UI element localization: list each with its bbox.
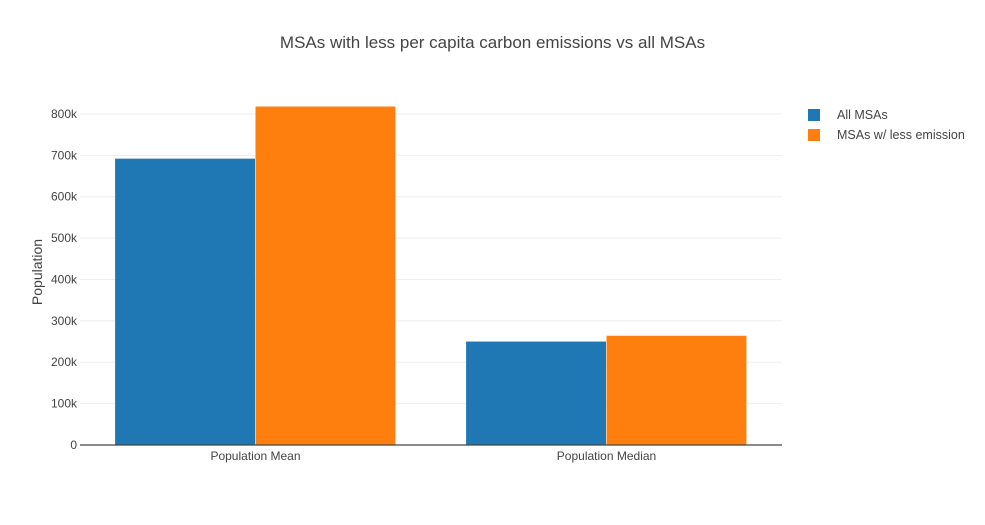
- legend-swatch-less-emission: [808, 129, 820, 141]
- y-tick-label-1: 100k: [51, 397, 78, 411]
- bar-all-msas-mean: [115, 158, 255, 446]
- y-tick-label-2: 200k: [51, 355, 78, 369]
- y-tick-label-8: 800k: [51, 107, 78, 121]
- x-tick-label-1: Population Median: [557, 449, 656, 463]
- y-tick-label-5: 500k: [51, 231, 78, 245]
- bars: [115, 106, 747, 446]
- bar-less-emission-median: [606, 335, 747, 445]
- legend-item-all-msas[interactable]: All MSAs: [808, 105, 965, 125]
- bar-less-emission-mean: [255, 106, 396, 445]
- legend-swatch-all-msas: [808, 109, 820, 121]
- axes: 0 100k 200k 300k 400k 500k 600k 700k 800k Populat…: [51, 107, 782, 463]
- legend-item-less-emission[interactable]: MSAs w/ less emission: [808, 125, 965, 145]
- y-axis-label: Population: [29, 239, 45, 305]
- legend: All MSAs MSAs w/ less emission: [808, 105, 965, 145]
- bar-all-msas-median: [466, 341, 606, 445]
- gridlines: [80, 113, 782, 405]
- y-tick-label-6: 600k: [51, 190, 78, 204]
- y-tick-label-0: 0: [70, 438, 77, 452]
- y-tick-label-3: 300k: [51, 314, 78, 328]
- chart-title: MSAs with less per capita carbon emissio…: [279, 33, 706, 52]
- y-tick-label-4: 400k: [51, 272, 78, 286]
- y-tick-label-7: 700k: [51, 148, 78, 162]
- legend-label-all-msas: All MSAs: [837, 108, 888, 122]
- x-tick-label-0: Population Mean: [210, 449, 300, 463]
- legend-label-less-emission: MSAs w/ less emission: [837, 128, 965, 142]
